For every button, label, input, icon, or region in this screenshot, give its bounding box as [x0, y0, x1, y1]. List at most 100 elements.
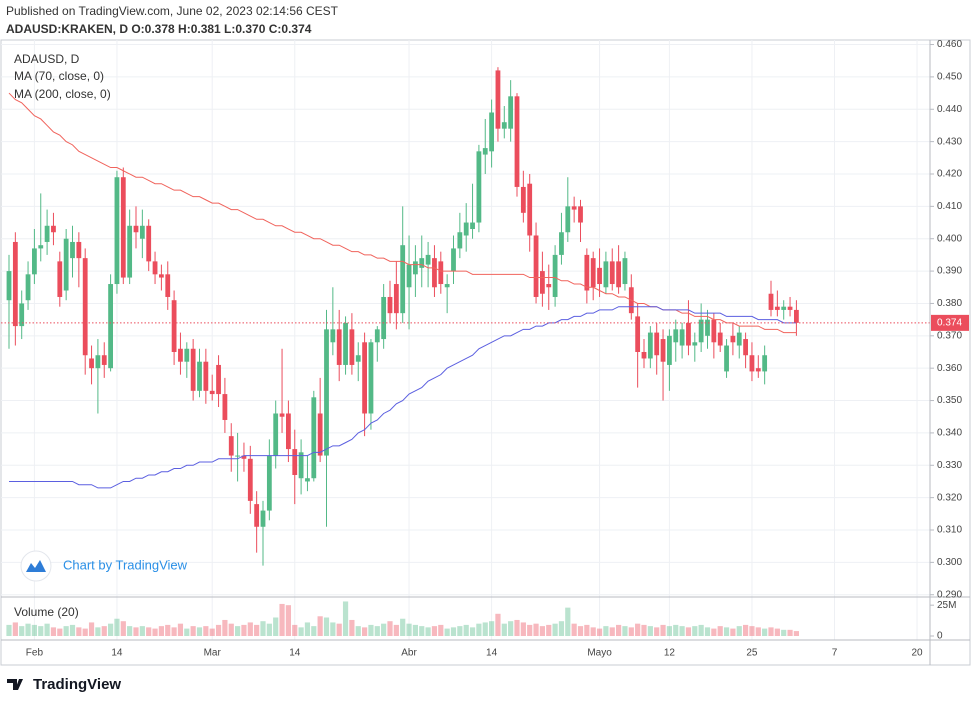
candle-body — [159, 274, 164, 278]
volume-bar — [381, 623, 387, 636]
candle-body — [495, 70, 501, 129]
volume-bar — [133, 627, 139, 636]
volume-bar — [539, 626, 545, 636]
candle-body — [603, 261, 609, 288]
x-tick-label: 20 — [911, 648, 923, 659]
x-tick-label: Mar — [204, 648, 222, 659]
axes: 0.290 0.300 0.310 0.320 0.330 0.340 0.350 0.360… — [26, 39, 969, 659]
candle-body — [413, 261, 418, 275]
volume-bar — [120, 621, 126, 636]
candle-body — [686, 322, 691, 346]
candle-body — [298, 452, 304, 479]
volume-bar — [679, 626, 685, 636]
volume-bar — [349, 619, 355, 636]
candle-body — [432, 258, 437, 288]
watermark-text[interactable]: Chart by TradingView — [63, 557, 188, 572]
candle-body — [114, 177, 120, 285]
x-tick-label: 12 — [664, 648, 676, 659]
candle-body — [108, 284, 113, 369]
volume-bar — [736, 626, 742, 636]
candle-body — [597, 267, 602, 285]
volume-bar — [222, 619, 228, 636]
candle-body — [616, 261, 621, 288]
candle-body — [216, 364, 221, 395]
volume-bar — [685, 627, 692, 636]
volume-bar — [114, 618, 120, 636]
volume-bar — [12, 622, 18, 636]
volume-bar — [266, 623, 272, 636]
volume-bar — [108, 623, 114, 636]
logo-text[interactable]: TradingView — [33, 676, 121, 693]
volume-bar — [190, 626, 196, 636]
candle-body — [57, 261, 63, 297]
candle-body — [660, 339, 666, 362]
candle-body — [336, 329, 342, 365]
volume-bar — [692, 626, 698, 636]
volume-bar — [412, 624, 418, 636]
y-tick-label: 0.450 — [937, 72, 962, 83]
candle-body — [165, 274, 171, 297]
volume-bar — [508, 621, 514, 636]
candle-body — [324, 329, 329, 456]
volume-bar — [527, 624, 533, 636]
candle-body — [501, 122, 507, 129]
candle-body — [622, 258, 628, 285]
volume-bar — [57, 628, 63, 636]
volume-bar — [393, 624, 399, 636]
candle-body — [32, 248, 37, 275]
legend-entry: MA (200, close, 0) — [14, 87, 111, 101]
volume-bar — [495, 613, 501, 636]
volume-bar — [438, 624, 444, 636]
candle-body — [139, 225, 145, 239]
candle-body — [470, 222, 475, 230]
y-tick-label: 0.370 — [937, 330, 962, 341]
publish-note: Published on TradingView.com, June 02, 2… — [6, 4, 339, 18]
volume-bar — [577, 626, 584, 636]
candle-body — [457, 232, 463, 249]
volume-bar — [362, 627, 368, 636]
candle-body — [190, 348, 196, 391]
volume-bar — [654, 627, 660, 636]
y-tick-label: 0.400 — [937, 233, 962, 244]
candle-body — [19, 303, 25, 327]
candle-body — [120, 177, 126, 278]
candle-body — [330, 329, 336, 343]
volume-bar — [476, 623, 482, 636]
volume-bar — [787, 629, 793, 636]
candle-body — [355, 355, 361, 362]
volume-bar — [127, 626, 133, 636]
volume-bar — [6, 624, 12, 636]
candle-body — [101, 355, 107, 365]
volume-bar — [457, 626, 463, 636]
volume-bar — [635, 623, 641, 636]
y-tick-label: 0.310 — [937, 525, 962, 536]
volume-bar — [82, 628, 88, 636]
volume-bar — [749, 626, 755, 636]
candle-body — [273, 413, 279, 456]
volume-bar — [336, 623, 342, 636]
y-tick-label: 0.420 — [937, 169, 962, 180]
candle-body — [12, 241, 18, 327]
candle-body — [451, 248, 456, 272]
candle-body — [292, 449, 298, 475]
candle-body — [311, 397, 317, 479]
candle-body — [133, 225, 139, 233]
volume-bar — [552, 623, 558, 636]
volume-bar — [177, 623, 184, 636]
volume-bar — [76, 627, 82, 636]
candle-body — [736, 332, 742, 346]
candle-body — [82, 258, 88, 356]
candle-body — [286, 413, 291, 450]
volume-bar — [584, 624, 590, 636]
x-tick-label: Feb — [26, 648, 44, 659]
candle-body — [89, 358, 94, 369]
candle-body — [127, 225, 133, 278]
volume-bar — [609, 627, 615, 636]
candle-body — [794, 309, 799, 323]
candle-body — [425, 254, 431, 265]
volume-bar — [520, 622, 526, 636]
candle-body — [463, 222, 469, 236]
grid — [1, 40, 930, 640]
volume-bar — [565, 607, 571, 636]
candle-body — [609, 261, 615, 285]
